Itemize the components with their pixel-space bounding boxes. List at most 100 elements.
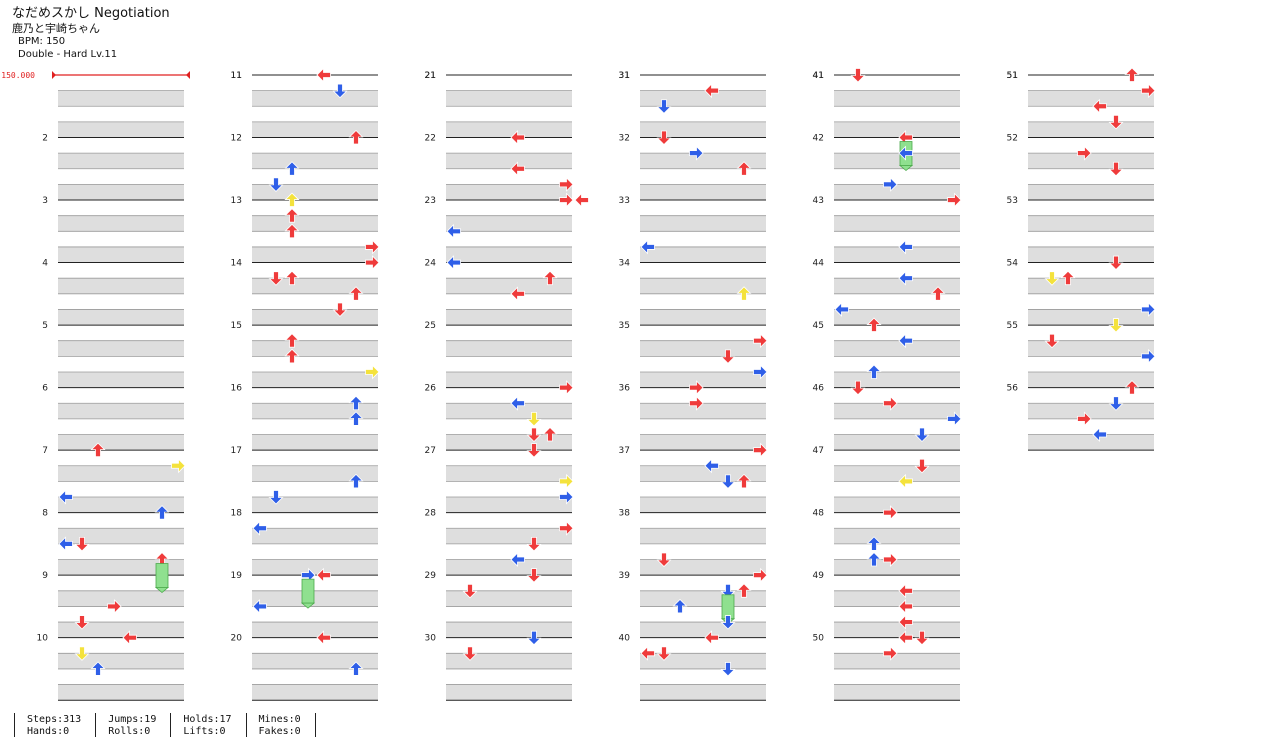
up-arrow-icon — [736, 473, 752, 489]
song-title: なだめスかし Negotiation — [12, 6, 170, 21]
right-arrow-icon — [947, 192, 962, 208]
up-arrow-icon — [348, 129, 364, 145]
measure-label: 56 — [1007, 384, 1019, 394]
up-arrow-icon — [930, 286, 946, 301]
lane-band — [252, 153, 378, 169]
lane-band — [252, 309, 378, 326]
down-arrow-icon — [914, 630, 930, 646]
measure-label: 41 — [813, 71, 824, 81]
hold-tail — [154, 587, 170, 594]
lane-band — [252, 434, 378, 451]
lane-band — [640, 340, 766, 357]
lane-band — [834, 309, 960, 326]
hold-body — [301, 578, 315, 604]
lane-band — [58, 559, 184, 576]
down-arrow-icon — [720, 474, 736, 489]
measure-label: 8 — [42, 509, 48, 519]
measure-label: 22 — [425, 134, 436, 144]
lane-band — [834, 465, 960, 482]
lane-band — [252, 246, 378, 263]
rolls-count: Rolls:0 — [108, 726, 151, 737]
down-arrow-icon — [74, 646, 90, 661]
lane-band — [58, 184, 184, 201]
up-arrow-icon — [736, 161, 752, 176]
right-arrow-icon — [689, 395, 704, 411]
lane-band — [446, 371, 572, 388]
step-chart: 2345678910111213141516171819202122232425… — [1, 67, 1156, 701]
lane-band — [252, 121, 378, 138]
left-arrow-icon — [640, 645, 655, 661]
left-arrow-icon — [122, 630, 137, 646]
lane-band — [640, 371, 766, 388]
lane-band — [58, 121, 184, 138]
lane-band — [834, 184, 960, 201]
lane-band — [834, 153, 960, 169]
lane-band — [834, 121, 960, 138]
measure-label: 25 — [425, 321, 436, 331]
left-arrow-icon — [510, 395, 525, 411]
lane-band — [58, 371, 184, 388]
left-arrow-icon — [704, 630, 719, 646]
measure-label: 47 — [813, 446, 824, 456]
lane-band — [446, 121, 572, 138]
lane-band — [58, 215, 184, 232]
measure-label: 12 — [231, 134, 242, 144]
lane-band — [640, 403, 766, 419]
measure-label: 46 — [813, 384, 825, 394]
lane-band — [446, 434, 572, 451]
up-arrow-icon — [542, 426, 558, 442]
right-arrow-icon — [883, 645, 898, 661]
down-arrow-icon — [656, 99, 672, 114]
lane-band — [446, 90, 572, 107]
measure-label: 43 — [813, 196, 824, 206]
down-arrow-icon — [1108, 114, 1124, 130]
left-arrow-icon — [898, 333, 913, 349]
measure-label: 42 — [813, 134, 824, 144]
left-arrow-icon — [510, 286, 525, 302]
left-arrow-icon — [510, 130, 525, 145]
lane-band — [640, 246, 766, 263]
lane-band — [834, 90, 960, 107]
right-arrow-icon — [689, 145, 704, 161]
lane-band — [252, 403, 378, 419]
lane-band — [1028, 246, 1154, 263]
up-arrow-icon — [348, 473, 364, 489]
measure-label: 44 — [813, 259, 825, 269]
song-header: なだめスかし Negotiation 鹿乃と宇崎ちゃん BPM: 150 Dou… — [12, 6, 170, 61]
stats-col-1: Steps:313 Hands:0 — [15, 713, 97, 737]
right-arrow-icon — [883, 552, 898, 567]
up-arrow-icon — [1060, 270, 1076, 286]
lane-band — [1028, 121, 1154, 138]
measure-label: 6 — [42, 384, 48, 394]
down-arrow-icon — [526, 568, 542, 583]
up-arrow-icon — [348, 411, 364, 426]
up-arrow-icon — [90, 442, 106, 458]
right-arrow-icon — [171, 458, 186, 474]
measure-label: 29 — [425, 571, 437, 581]
up-arrow-icon — [284, 161, 300, 176]
up-arrow-icon — [1124, 67, 1140, 82]
up-arrow-icon — [866, 536, 882, 551]
lane-band — [58, 153, 184, 169]
measure-label: 50 — [813, 634, 825, 644]
left-arrow-icon — [898, 583, 913, 599]
down-arrow-icon — [526, 630, 542, 646]
lane-band — [446, 153, 572, 169]
lane-band — [446, 590, 572, 607]
down-arrow-icon — [268, 271, 284, 286]
right-arrow-icon — [559, 192, 574, 208]
lane-band — [58, 90, 184, 107]
lane-band — [446, 622, 572, 638]
down-arrow-icon — [526, 443, 542, 458]
up-arrow-icon — [866, 364, 882, 379]
up-arrow-icon — [1124, 380, 1140, 395]
left-arrow-icon — [834, 301, 849, 317]
measure-label: 18 — [231, 509, 243, 519]
lane-band — [640, 497, 766, 513]
lane-band — [58, 309, 184, 326]
right-arrow-icon — [753, 364, 768, 380]
lane-band — [58, 653, 184, 669]
measure-label: 4 — [42, 259, 48, 269]
left-arrow-icon — [574, 192, 589, 208]
down-arrow-icon — [656, 552, 672, 568]
